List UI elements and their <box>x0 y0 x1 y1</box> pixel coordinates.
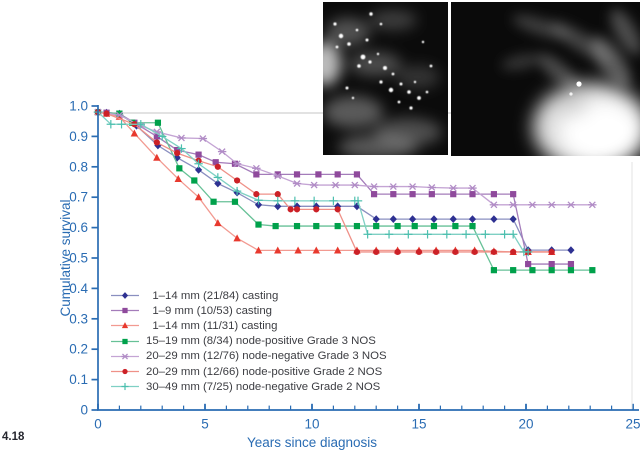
x-tick-label: 20 <box>518 417 533 432</box>
legend-item: 1–14 mm (21/84) casting <box>110 288 387 303</box>
mammogram-calcifications-image <box>323 2 448 155</box>
x-tick-label: 25 <box>625 417 640 432</box>
plot-layer: 0 0.1 0.2 0.3 0.4 0.5 0.6 0.7 0.8 0.9 1.0 0 5 10 15 20 2… <box>69 99 640 432</box>
legend-item: 15–19 mm (8/34) node-positive Grade 3 NO… <box>110 334 387 349</box>
y-tick-label: 0 <box>80 403 88 418</box>
calcification-specks <box>333 12 433 110</box>
legend-label: 1–9 mm (10/53) casting <box>146 304 272 317</box>
legend-marker-square-icon <box>111 338 139 344</box>
legend-marker-diamond-icon <box>111 292 139 299</box>
legend-item: 30–49 mm (7/25) node-negative Grade 2 NO… <box>110 379 387 394</box>
x-tick-label: 5 <box>201 417 209 432</box>
y-tick-label: 0.2 <box>69 342 88 357</box>
y-tick-label: 0.1 <box>69 372 88 387</box>
mammogram-tumor-mass-image <box>451 2 640 156</box>
legend-marker-square-icon <box>111 308 139 314</box>
y-axis-title: Cumulative survival <box>58 199 73 316</box>
series-line <box>97 111 571 265</box>
legend-label: 1–14 mm (11/31) casting <box>146 319 278 332</box>
y-tick-label: 0.9 <box>69 129 88 144</box>
legend-label: 1–14 mm (21/84) casting <box>146 289 279 302</box>
legend-item: 1–9 mm (10/53) casting <box>110 303 387 318</box>
x-tick-label: 10 <box>304 417 319 432</box>
y-tick-label: 0.5 <box>69 251 88 266</box>
y-tick-label: 0.4 <box>69 281 88 296</box>
y-tick-label: 0.3 <box>69 311 88 326</box>
legend-marker-plus-icon <box>111 383 139 391</box>
legend-item: 20–29 mm (12/76) node-negative Grade 3 N… <box>110 349 387 364</box>
y-tick-label: 0.7 <box>69 190 88 205</box>
y-tick-label: 0.6 <box>69 220 88 235</box>
legend-label: 15–19 mm (8/34) node-positive Grade 3 NO… <box>146 335 376 348</box>
legend-marker-circle-icon <box>111 368 139 375</box>
series-6 <box>93 107 533 257</box>
legend-item: 20–29 mm (12/66) node-positive Grade 2 N… <box>110 364 387 379</box>
x-tick-label: 0 <box>94 417 102 432</box>
x-axis-title: Years since diagnosis <box>247 435 377 450</box>
y-tick-label: 0.8 <box>69 159 88 174</box>
x-tick-label: 15 <box>411 417 426 432</box>
legend-marker-asterisk-icon <box>111 353 139 360</box>
legend-label: 30–49 mm (7/25) node-negative Grade 2 NO… <box>146 380 381 393</box>
legend-item: 1–14 mm (11/31) casting <box>110 318 387 333</box>
legend-label: 20–29 mm (12/76) node-negative Grade 3 N… <box>146 350 387 363</box>
legend-label: 20–29 mm (12/66) node-positive Grade 2 N… <box>146 365 383 378</box>
y-tick-label: 1.0 <box>69 99 88 114</box>
figure-number-label: 4.18 <box>2 431 25 443</box>
legend-marker-triangle-icon <box>111 322 139 329</box>
series-5 <box>94 108 555 256</box>
chart-legend: 1–14 mm (21/84) casting 1–9 mm (10/53) c… <box>110 288 387 394</box>
series-3 <box>94 108 596 274</box>
